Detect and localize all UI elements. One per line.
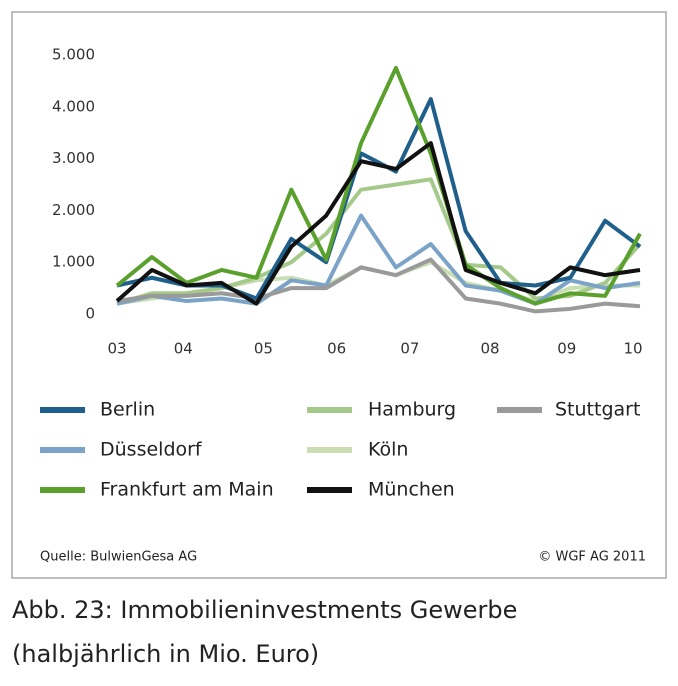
y-tick-label: 3.000 bbox=[52, 149, 95, 167]
x-tick-label: 06 bbox=[327, 340, 346, 358]
y-tick-label: 4.000 bbox=[52, 97, 95, 115]
legend-label: Düsseldorf bbox=[100, 439, 203, 461]
legend-label: Hamburg bbox=[368, 399, 456, 421]
legend-label: Köln bbox=[368, 439, 408, 461]
x-tick-label: 09 bbox=[557, 340, 576, 358]
frame bbox=[11, 11, 667, 579]
caption: Abb. 23: Immobilieninvestments Gewerbe bbox=[12, 596, 517, 624]
y-tick-label: 2.000 bbox=[52, 201, 95, 219]
x-tick-label: 05 bbox=[254, 340, 273, 358]
series-line bbox=[116, 213, 641, 306]
legend-label: Frankfurt am Main bbox=[100, 479, 274, 501]
y-tick-label: 0 bbox=[85, 305, 95, 323]
source: Quelle: BulwienGesa AG bbox=[40, 550, 197, 565]
copyright: © WGF AG 2011 bbox=[538, 550, 646, 565]
x-tick-label: 04 bbox=[174, 340, 193, 358]
x-tick-label: 03 bbox=[107, 340, 126, 358]
legend-label: München bbox=[368, 479, 455, 501]
x-tick-label: 07 bbox=[400, 340, 419, 358]
series-line bbox=[115, 141, 641, 306]
x-tick-label: 08 bbox=[481, 340, 500, 358]
y-tick-label: 1.000 bbox=[52, 253, 95, 271]
y-tick-label: 5.000 bbox=[52, 46, 95, 64]
legend-label: Stuttgart bbox=[555, 399, 640, 421]
legend-label: Berlin bbox=[100, 399, 155, 421]
x-tick-label: 10 bbox=[623, 340, 642, 358]
series-line bbox=[115, 65, 642, 306]
series-line bbox=[116, 257, 641, 314]
caption: (halbjährlich in Mio. Euro) bbox=[12, 640, 319, 668]
series-line bbox=[116, 97, 642, 301]
